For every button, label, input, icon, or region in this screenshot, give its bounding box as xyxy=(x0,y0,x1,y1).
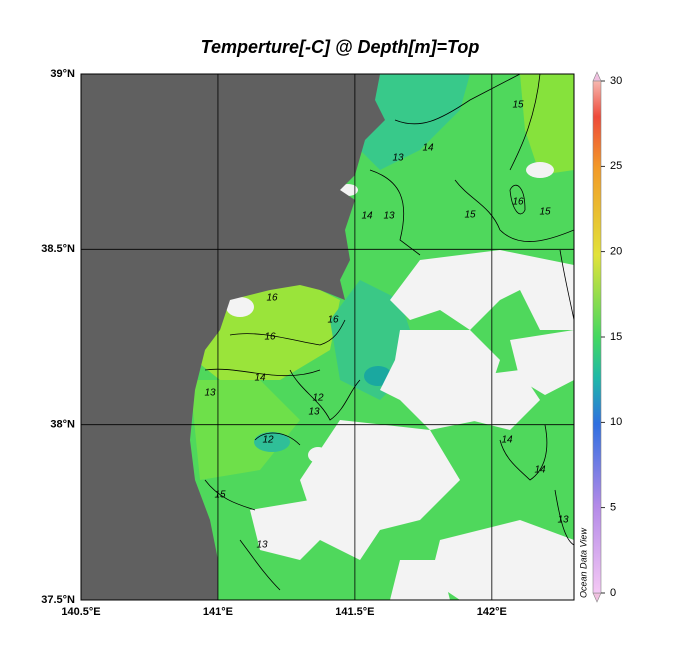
contour-label: 13 xyxy=(256,540,268,551)
contour-labels: 13 14 15 15 16 15 14 13 16 16 16 14 13 12 13 12 14 14 15 13… xyxy=(204,100,569,551)
colorbar-tick-label: 5 xyxy=(610,502,616,514)
contour-label: 14 xyxy=(534,465,546,476)
colorbar-tick-label: 25 xyxy=(610,160,622,172)
contour-label: 14 xyxy=(422,143,434,154)
x-tick-label: 141.5°E xyxy=(335,606,374,618)
y-tick-label: 37.5°N xyxy=(41,594,75,606)
colorbar xyxy=(592,80,602,594)
contour-label: 13 xyxy=(308,407,320,418)
x-tick-label: 142°E xyxy=(477,606,507,618)
contour-label: 13 xyxy=(557,515,569,526)
contour-label: 13 xyxy=(204,388,216,399)
contour-label: 16 xyxy=(266,293,278,304)
colorbar-tick-label: 20 xyxy=(610,246,622,258)
contour-label: 15 xyxy=(539,207,551,218)
y-tick-label: 38°N xyxy=(50,419,75,431)
colorbar-tick-label: 15 xyxy=(610,331,622,343)
contour-label: 16 xyxy=(512,197,524,208)
x-tick-label: 140.5°E xyxy=(61,606,100,618)
title: Temperture[-C] @ Depth[m]=Top xyxy=(201,37,480,57)
contour-label: 15 xyxy=(464,210,476,221)
contour-label: 14 xyxy=(361,211,373,222)
y-tick-label: 38.5°N xyxy=(41,243,75,255)
contour-label: 15 xyxy=(512,100,524,111)
colorbar-tick-label: 0 xyxy=(610,587,616,599)
contour-label: 12 xyxy=(262,435,274,446)
plot-frame xyxy=(80,73,575,601)
contour-label: 14 xyxy=(254,373,266,384)
contour-label: 14 xyxy=(501,435,513,446)
contour-label: 16 xyxy=(264,332,276,343)
colorbar-tick-label: 30 xyxy=(610,75,622,87)
x-tick-label: 141°E xyxy=(203,606,233,618)
contour-label: 15 xyxy=(214,490,226,501)
watermark: Ocean Data View xyxy=(578,528,588,598)
colorbar-tick-label: 10 xyxy=(610,416,622,428)
y-tick-label: 39°N xyxy=(50,68,75,80)
contour-label: 13 xyxy=(392,153,404,164)
contour-label: 13 xyxy=(383,211,395,222)
field xyxy=(81,74,574,600)
contour-label: 16 xyxy=(327,315,339,326)
contour-label: 12 xyxy=(312,393,324,404)
